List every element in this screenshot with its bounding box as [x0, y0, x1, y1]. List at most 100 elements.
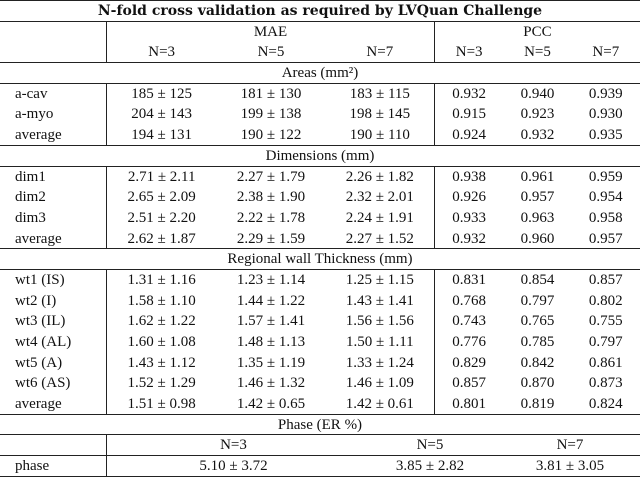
cell: 194 ± 131 [131, 127, 193, 144]
data-row: wt3 (IL) 1.62 ± 1.22 1.57 ± 1.41 1.56 ± 1.5… [0, 311, 640, 333]
column-header: N=5 [416, 437, 444, 454]
cell: 1.31 ± 1.16 [127, 271, 196, 288]
n-header-row: N=3 N=5 N=7 N=3 N=5 N=7 [0, 42, 640, 64]
cell: 0.959 [588, 168, 623, 185]
data-row: wt4 (AL) 1.60 ± 1.08 1.48 ± 1.13 1.50 ± 1.1… [0, 332, 640, 353]
cell: 2.32 ± 2.01 [326, 187, 435, 208]
cell: 2.62 ± 1.87 [127, 230, 196, 247]
cell: 0.939 [588, 85, 623, 102]
cell: 204 ± 143 [131, 106, 193, 123]
cell: 1.46 ± 1.09 [326, 373, 435, 395]
row-label: wt3 (IL) [0, 311, 107, 333]
section-header-row: Regional wall Thickness (mm) [0, 249, 640, 270]
cell: 1.62 ± 1.22 [127, 313, 196, 330]
cell: 2.26 ± 1.82 [326, 166, 435, 188]
cell: 0.831 [452, 271, 487, 288]
cell: 3.81 ± 3.05 [535, 458, 605, 475]
table-title: N-fold cross validation as required by L… [97, 3, 543, 19]
data-row: dim3 2.51 ± 2.20 2.22 ± 1.78 2.24 ± 1.91 0.9… [0, 207, 640, 229]
cell: 185 ± 125 [131, 85, 193, 102]
column-header: N=3 [220, 437, 247, 454]
cell: 0.938 [452, 168, 487, 185]
cell: 1.42 ± 0.61 [326, 394, 435, 415]
cell: 2.71 ± 2.11 [127, 168, 196, 185]
cell: 0.797 [520, 292, 555, 309]
data-row: average 1.51 ± 0.98 1.42 ± 0.65 1.42 ± 0.61… [0, 394, 640, 415]
section-title: Areas (mm²) [281, 65, 359, 82]
cell: 1.52 ± 1.29 [127, 375, 196, 392]
group-header: PCC [523, 23, 552, 40]
cell: 0.961 [520, 168, 555, 185]
cell: 1.23 ± 1.14 [236, 271, 306, 288]
data-row: wt2 (I) 1.58 ± 1.10 1.44 ± 1.22 1.43 ± 1.41… [0, 290, 640, 312]
column-header: N=5 [257, 44, 285, 61]
column-header: N=5 [524, 44, 551, 61]
cell: 190 ± 110 [326, 125, 435, 146]
cell: 2.65 ± 2.09 [127, 189, 196, 206]
section-title: Regional wall Thickness (mm) [227, 251, 413, 268]
cell: 5.10 ± 3.72 [199, 458, 268, 475]
row-label: a-cav [0, 83, 107, 105]
corner [0, 21, 107, 43]
cell: 1.43 ± 1.41 [326, 290, 435, 312]
cell: 0.957 [588, 230, 623, 247]
column-header: N=7 [326, 42, 435, 64]
group-header-row: MAE PCC [0, 21, 640, 43]
cell: 2.27 ± 1.79 [236, 168, 306, 185]
cell: 1.50 ± 1.11 [326, 332, 435, 353]
cell: 0.755 [588, 313, 623, 330]
cell: 2.51 ± 2.20 [127, 209, 196, 226]
cell: 0.842 [520, 354, 555, 371]
section-header-row: Dimensions (mm) [0, 146, 640, 167]
cell: 1.58 ± 1.10 [127, 292, 196, 309]
row-label: wt2 (I) [0, 290, 107, 312]
cell: 0.870 [520, 375, 555, 392]
row-label: wt1 (IS) [0, 269, 107, 291]
data-row: dim2 2.65 ± 2.09 2.38 ± 1.90 2.32 ± 2.01 0.9… [0, 187, 640, 208]
cell: 190 ± 122 [240, 127, 302, 144]
cell: 0.861 [588, 354, 623, 371]
cell: 0.940 [520, 85, 555, 102]
cell: 0.930 [588, 106, 623, 123]
data-row: dim1 2.71 ± 2.11 2.27 ± 1.79 2.26 ± 1.82 0.9… [0, 166, 640, 188]
row-label: a-myo [0, 104, 107, 126]
data-row: phase 5.10 ± 3.72 3.85 ± 2.82 3.81 ± 3.05 [0, 456, 640, 477]
cell: 181 ± 130 [240, 85, 302, 102]
cell: 1.33 ± 1.24 [326, 352, 435, 374]
row-label: wt5 (A) [0, 352, 107, 374]
data-row: wt6 (AS) 1.52 ± 1.29 1.46 ± 1.32 1.46 ± 1.0… [0, 373, 640, 395]
cell: 3.85 ± 2.82 [395, 458, 465, 475]
corner [0, 435, 107, 457]
data-row: wt5 (A) 1.43 ± 1.12 1.35 ± 1.19 1.33 ± 1.24… [0, 352, 640, 374]
column-header: N=7 [592, 44, 620, 61]
row-label: wt6 (AS) [0, 373, 107, 395]
cell: 0.915 [452, 106, 487, 123]
cell: 1.51 ± 0.98 [127, 396, 196, 413]
cell: 0.854 [520, 271, 555, 288]
column-header: N=3 [455, 44, 483, 61]
cell: 0.829 [452, 354, 487, 371]
cell: 199 ± 138 [240, 106, 302, 123]
data-row: wt1 (IS) 1.31 ± 1.16 1.23 ± 1.14 1.25 ± 1.1… [0, 269, 640, 291]
data-row: a-cav 185 ± 125 181 ± 130 183 ± 115 0.932 0.9… [0, 83, 640, 105]
cell: 0.802 [588, 292, 623, 309]
cell: 1.57 ± 1.41 [236, 313, 306, 330]
section-header-row: Areas (mm²) [0, 63, 640, 84]
cell: 0.924 [452, 127, 487, 144]
cell: 2.24 ± 1.91 [326, 207, 435, 229]
cell: 198 ± 145 [326, 104, 435, 126]
cell: 2.22 ± 1.78 [236, 209, 306, 226]
cell: 1.25 ± 1.15 [326, 269, 435, 291]
cell: 0.857 [452, 375, 487, 392]
section-title: Dimensions (mm) [265, 147, 375, 164]
cell: 0.801 [452, 396, 487, 413]
section-title: Phase (ER %) [277, 416, 363, 433]
cell: 0.857 [588, 271, 623, 288]
cell: 0.932 [520, 127, 555, 144]
cell: 0.932 [452, 230, 487, 247]
cell: 0.923 [520, 106, 555, 123]
data-row: average 2.62 ± 1.87 2.29 ± 1.59 2.27 ± 1.52… [0, 228, 640, 250]
cell: 1.35 ± 1.19 [236, 354, 306, 371]
cell: 0.824 [588, 396, 623, 413]
